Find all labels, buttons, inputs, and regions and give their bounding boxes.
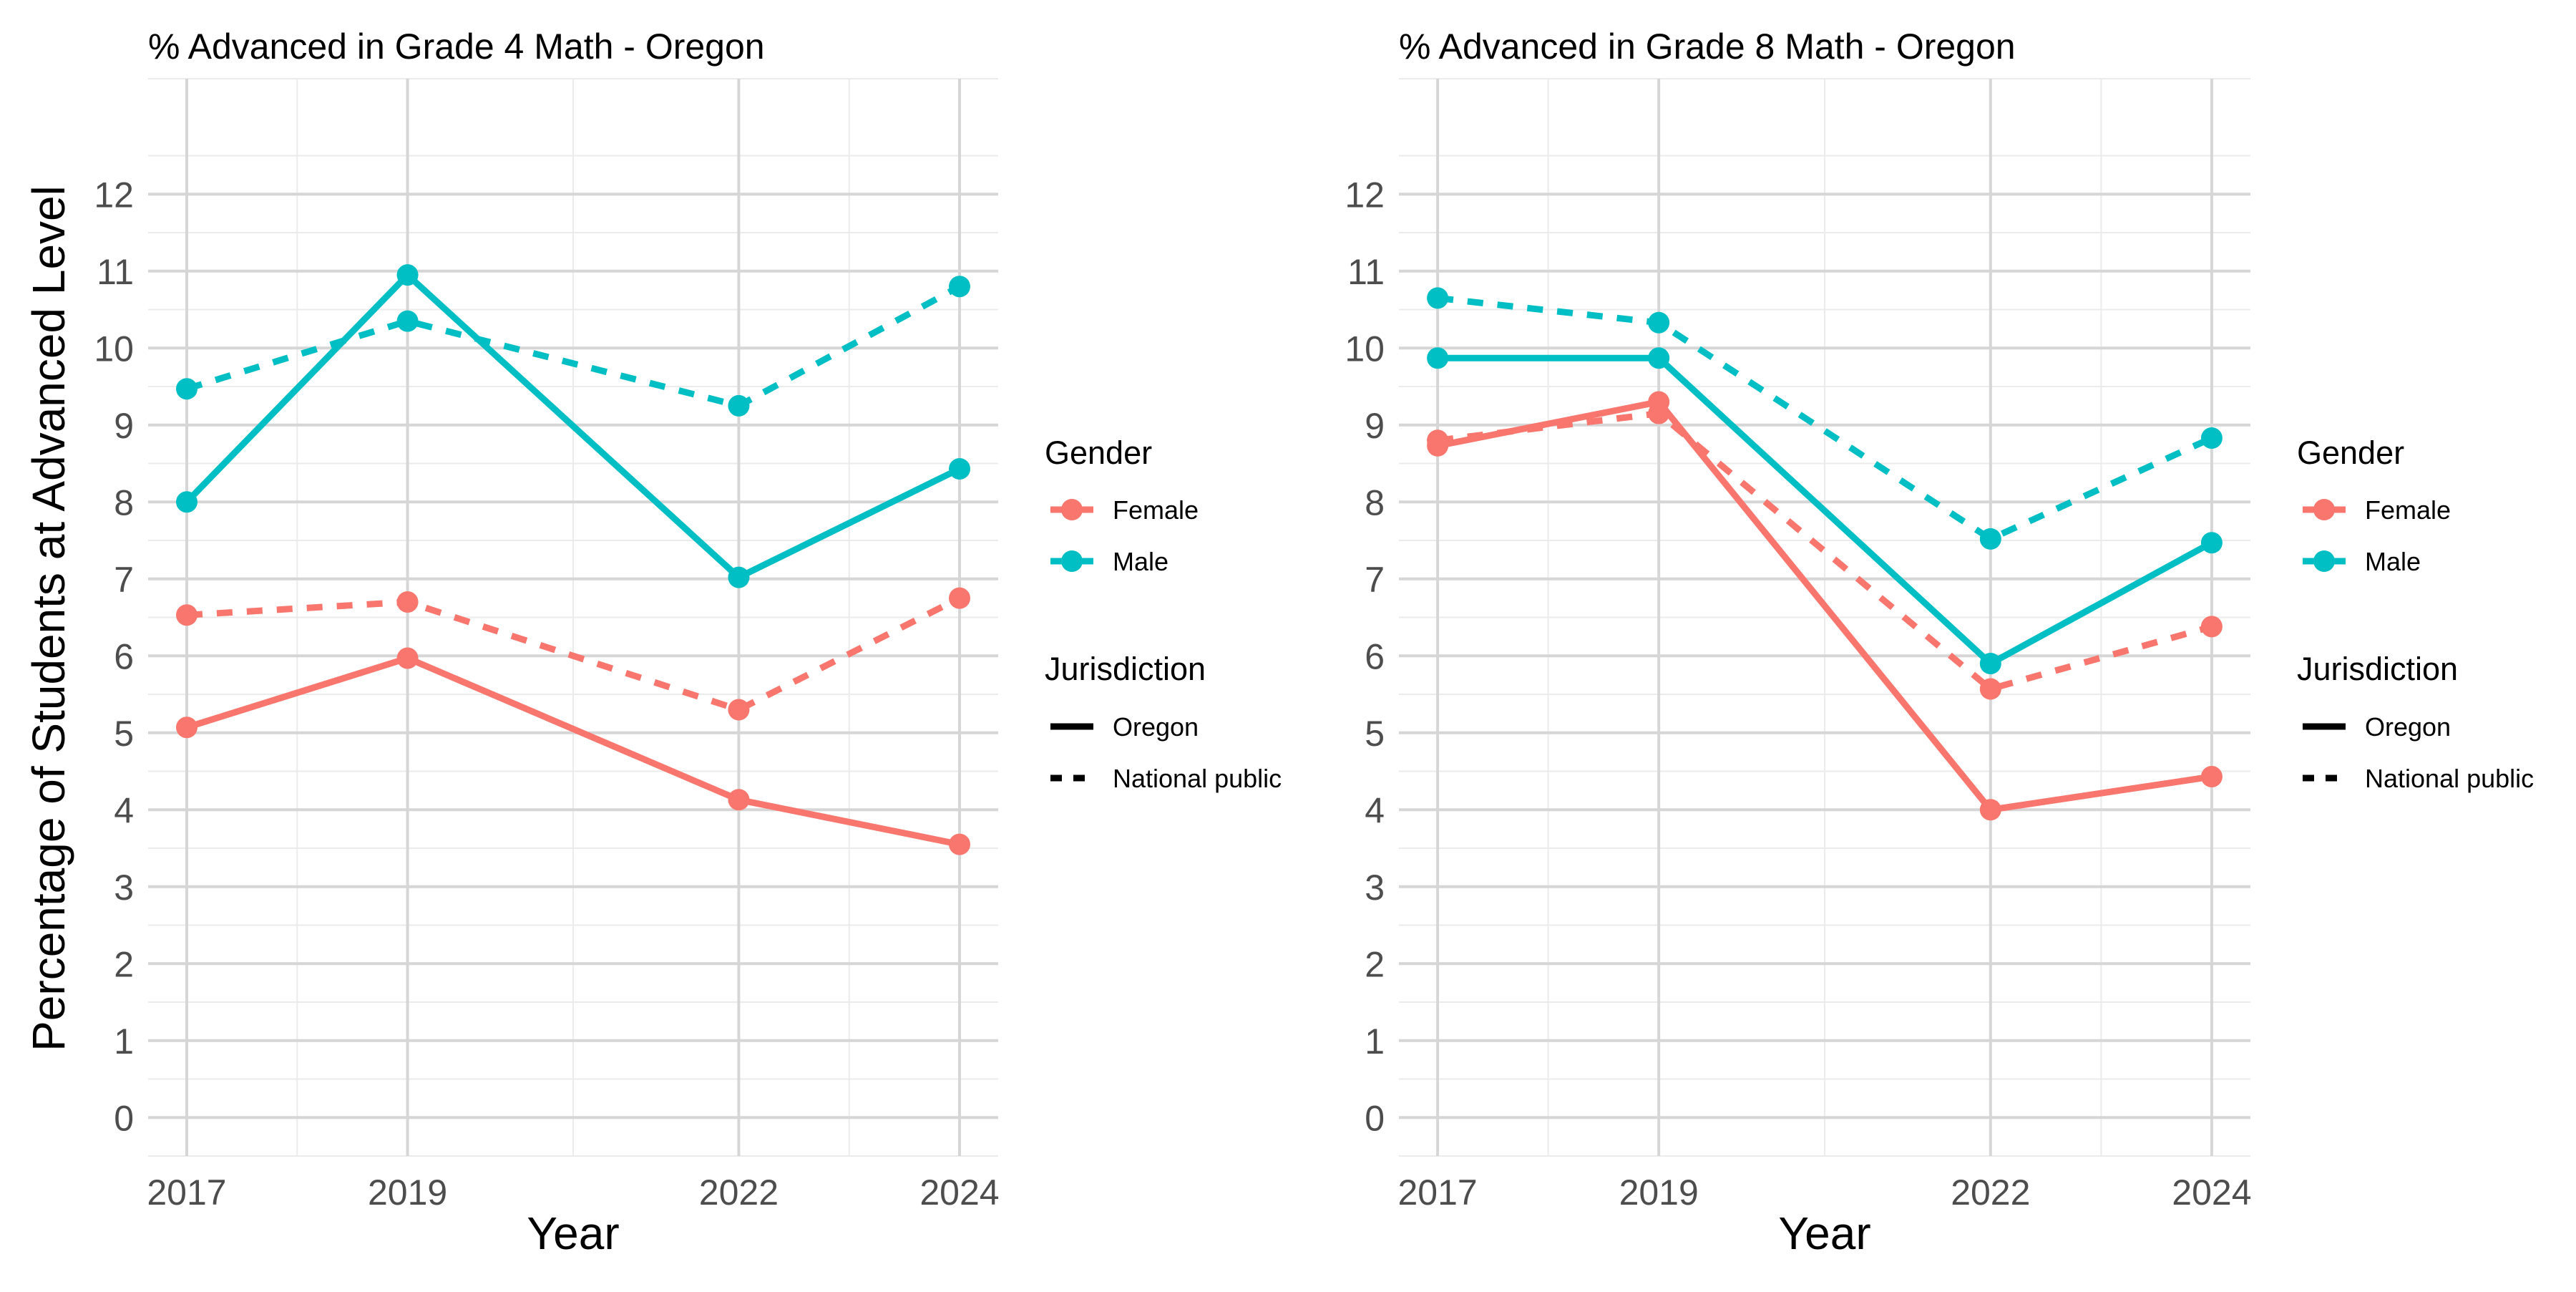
data-point-male — [396, 264, 419, 286]
x-axis-title: Year — [527, 1208, 619, 1259]
y-tick-label: 3 — [114, 868, 134, 908]
x-tick-label: 2017 — [147, 1172, 226, 1213]
data-point-female — [176, 717, 197, 739]
legend-jurisdiction-title: Jurisdiction — [1045, 651, 1206, 687]
data-point-male — [1648, 347, 1670, 369]
data-point-male — [949, 276, 970, 298]
x-tick-label: 2022 — [699, 1172, 779, 1213]
data-point-male — [728, 566, 750, 588]
y-tick-label: 2 — [114, 944, 134, 984]
y-tick-label: 6 — [114, 636, 134, 676]
data-point-female — [1979, 799, 2001, 821]
data-point-female — [396, 647, 419, 669]
data-point-female — [2200, 766, 2223, 788]
data-point-female — [176, 604, 197, 626]
data-point-female — [1427, 429, 1449, 452]
legend-gender-title: Gender — [2297, 434, 2404, 471]
y-tick-label: 1 — [1365, 1021, 1385, 1062]
data-point-female — [1648, 402, 1670, 424]
data-point-female — [949, 833, 970, 855]
data-point-female — [949, 587, 970, 609]
data-point-male — [1979, 528, 2001, 550]
legend-label: Female — [1113, 495, 1199, 525]
y-tick-label: 5 — [1365, 714, 1385, 754]
y-tick-label: 8 — [114, 482, 134, 523]
data-point-female — [728, 789, 750, 811]
data-point-male — [176, 491, 197, 513]
data-point-female — [728, 699, 750, 721]
y-tick-label: 1 — [114, 1021, 134, 1062]
legend-label: Male — [2365, 547, 2421, 576]
y-tick-label: 10 — [94, 329, 134, 369]
y-tick-label: 3 — [1365, 868, 1385, 908]
data-point-male — [949, 458, 970, 480]
y-tick-label: 9 — [1365, 406, 1385, 446]
legend-key-point — [1061, 499, 1083, 520]
y-tick-label: 7 — [114, 560, 134, 600]
legend-key-point — [1061, 550, 1083, 572]
data-point-male — [2200, 532, 2223, 554]
data-point-male — [1427, 347, 1449, 369]
legend-jurisdiction-title: Jurisdiction — [2297, 651, 2458, 687]
legend-label: Oregon — [2365, 712, 2451, 742]
data-point-male — [396, 310, 419, 332]
legend-gender-title: Gender — [1045, 434, 1152, 471]
data-point-female — [396, 591, 419, 613]
series-line-female-oregon — [1437, 399, 2212, 813]
data-point-male — [2200, 427, 2223, 450]
data-point-male — [176, 378, 197, 400]
legend-label: Female — [2365, 495, 2451, 525]
y-axis-title: Percentage of Students at Advanced Level — [23, 185, 74, 1051]
x-tick-label: 2022 — [1951, 1172, 2030, 1213]
y-tick-label: 0 — [1365, 1098, 1385, 1138]
y-tick-label: 11 — [1347, 252, 1385, 292]
y-tick-label: 5 — [114, 714, 134, 754]
x-axis-title: Year — [1778, 1208, 1870, 1259]
series-line-male-oregon — [1438, 354, 2214, 667]
y-tick-label: 12 — [94, 175, 134, 215]
data-point-female — [2200, 616, 2223, 638]
y-tick-label: 8 — [1365, 482, 1385, 523]
x-tick-label: 2019 — [368, 1172, 447, 1213]
y-tick-label: 6 — [1365, 636, 1385, 676]
x-tick-label: 2017 — [1397, 1172, 1477, 1213]
data-point-female — [1979, 678, 2001, 700]
y-tick-label: 0 — [114, 1098, 134, 1138]
series-line-female-national-public — [186, 595, 962, 713]
x-tick-label: 2024 — [919, 1172, 999, 1213]
y-tick-label: 9 — [114, 406, 134, 446]
series-line-female-oregon — [185, 655, 960, 848]
chart-title: % Advanced in Grade 8 Math - Oregon — [1399, 26, 2016, 67]
legend-label: Oregon — [1113, 712, 1199, 742]
y-tick-label: 7 — [1365, 560, 1385, 600]
data-point-male — [728, 394, 750, 417]
data-point-male — [1979, 653, 2001, 674]
y-tick-label: 12 — [1345, 175, 1385, 215]
x-tick-label: 2024 — [2172, 1172, 2251, 1213]
data-point-male — [1648, 311, 1670, 334]
y-tick-label: 2 — [1365, 944, 1385, 984]
legend-label: Male — [1113, 547, 1169, 576]
y-tick-label: 4 — [114, 790, 134, 830]
y-tick-label: 4 — [1365, 790, 1385, 830]
legend-label: National public — [1113, 764, 1282, 793]
legend-key-point — [2313, 550, 2335, 572]
chart-title: % Advanced in Grade 4 Math - Oregon — [148, 26, 765, 67]
legend-key-point — [2313, 499, 2335, 520]
y-tick-label: 10 — [1345, 329, 1385, 369]
series-line-male-national-public — [185, 283, 962, 409]
series-line-male-oregon — [184, 271, 961, 581]
data-point-male — [1427, 287, 1449, 309]
x-tick-label: 2019 — [1619, 1172, 1699, 1213]
y-tick-label: 11 — [97, 252, 134, 292]
legend-label: National public — [2365, 764, 2534, 793]
